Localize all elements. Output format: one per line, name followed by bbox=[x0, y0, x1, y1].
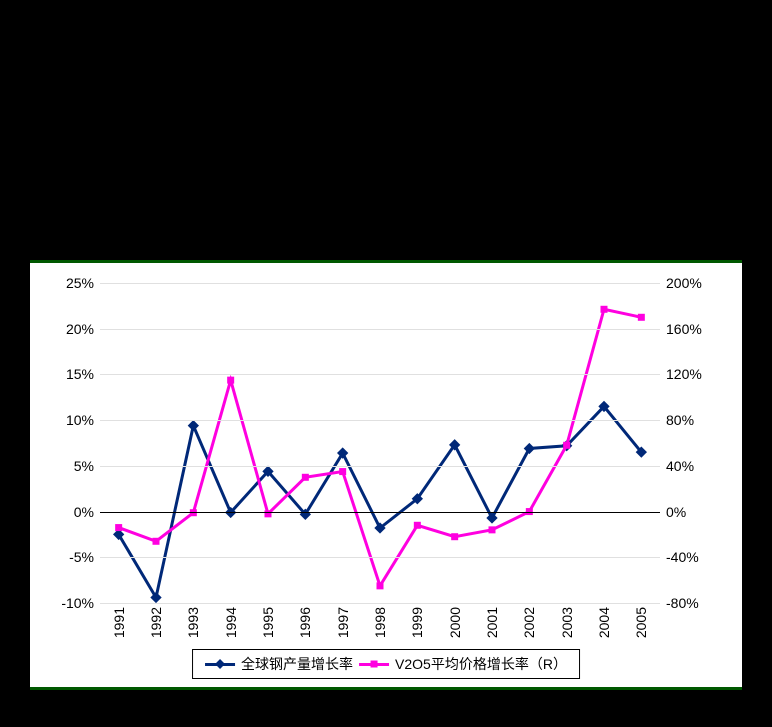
ytick-right: 160% bbox=[660, 321, 702, 337]
xtick: 1993 bbox=[185, 607, 201, 638]
series-marker bbox=[601, 306, 608, 313]
gridline bbox=[100, 512, 660, 513]
xtick: 1992 bbox=[148, 607, 164, 638]
ytick-left: 5% bbox=[74, 458, 100, 474]
ytick-left: 10% bbox=[66, 412, 100, 428]
series-marker bbox=[489, 526, 496, 533]
legend-line bbox=[359, 663, 389, 666]
series-marker bbox=[563, 442, 570, 449]
ytick-right: -40% bbox=[660, 549, 699, 565]
xtick: 1999 bbox=[409, 607, 425, 638]
ytick-right: 0% bbox=[660, 504, 686, 520]
legend-label: V2O5平均价格增长率（R） bbox=[395, 654, 567, 674]
series-marker bbox=[486, 512, 497, 523]
gridline bbox=[100, 466, 660, 467]
series-marker bbox=[153, 538, 160, 545]
legend-label: 全球钢产量增长率 bbox=[241, 654, 353, 674]
ytick-right: 80% bbox=[660, 412, 694, 428]
ytick-right: 120% bbox=[660, 366, 702, 382]
xtick: 1991 bbox=[111, 607, 127, 638]
series-marker bbox=[227, 377, 234, 384]
xtick: 1998 bbox=[372, 607, 388, 638]
ytick-left: -5% bbox=[69, 549, 100, 565]
series-marker bbox=[190, 509, 197, 516]
gridline bbox=[100, 420, 660, 421]
ytick-left: 20% bbox=[66, 321, 100, 337]
xtick: 1995 bbox=[260, 607, 276, 638]
series-marker bbox=[377, 582, 384, 589]
gridline bbox=[100, 283, 660, 284]
xtick: 1994 bbox=[223, 607, 239, 638]
xtick: 2000 bbox=[447, 607, 463, 638]
ytick-left: 0% bbox=[74, 504, 100, 520]
ytick-left: -10% bbox=[61, 595, 100, 611]
ytick-left: 15% bbox=[66, 366, 100, 382]
ytick-right: -80% bbox=[660, 595, 699, 611]
chart-svg bbox=[100, 283, 660, 603]
ytick-left: 25% bbox=[66, 275, 100, 291]
xtick: 1997 bbox=[335, 607, 351, 638]
xtick: 2002 bbox=[521, 607, 537, 638]
series-marker bbox=[638, 314, 645, 321]
series-marker bbox=[339, 468, 346, 475]
xtick: 2005 bbox=[633, 607, 649, 638]
xtick: 2004 bbox=[596, 607, 612, 638]
gridline bbox=[100, 603, 660, 604]
series-marker bbox=[414, 522, 421, 529]
xtick: 1996 bbox=[297, 607, 313, 638]
legend: 全球钢产量增长率 V2O5平均价格增长率（R） bbox=[192, 649, 580, 679]
ytick-right: 200% bbox=[660, 275, 702, 291]
plot-area: -10%-5%0%5%10%15%20%25%-80%-40%0%40%80%1… bbox=[100, 283, 660, 603]
gridline bbox=[100, 374, 660, 375]
gridline bbox=[100, 329, 660, 330]
series-marker bbox=[302, 474, 309, 481]
series-marker bbox=[115, 524, 122, 531]
ytick-right: 40% bbox=[660, 458, 694, 474]
series-marker bbox=[524, 443, 535, 454]
series-marker bbox=[188, 420, 199, 431]
xtick: 2003 bbox=[559, 607, 575, 638]
legend-marker bbox=[215, 659, 225, 669]
series-marker bbox=[451, 533, 458, 540]
gridline bbox=[100, 557, 660, 558]
legend-marker bbox=[371, 661, 378, 668]
chart-panel: -10% -5% 0% 5% 10% 15% 20% 25% -80% -40% 0% 40% 80% 1… bbox=[30, 260, 742, 690]
legend-line bbox=[205, 663, 235, 666]
xtick: 2001 bbox=[484, 607, 500, 638]
